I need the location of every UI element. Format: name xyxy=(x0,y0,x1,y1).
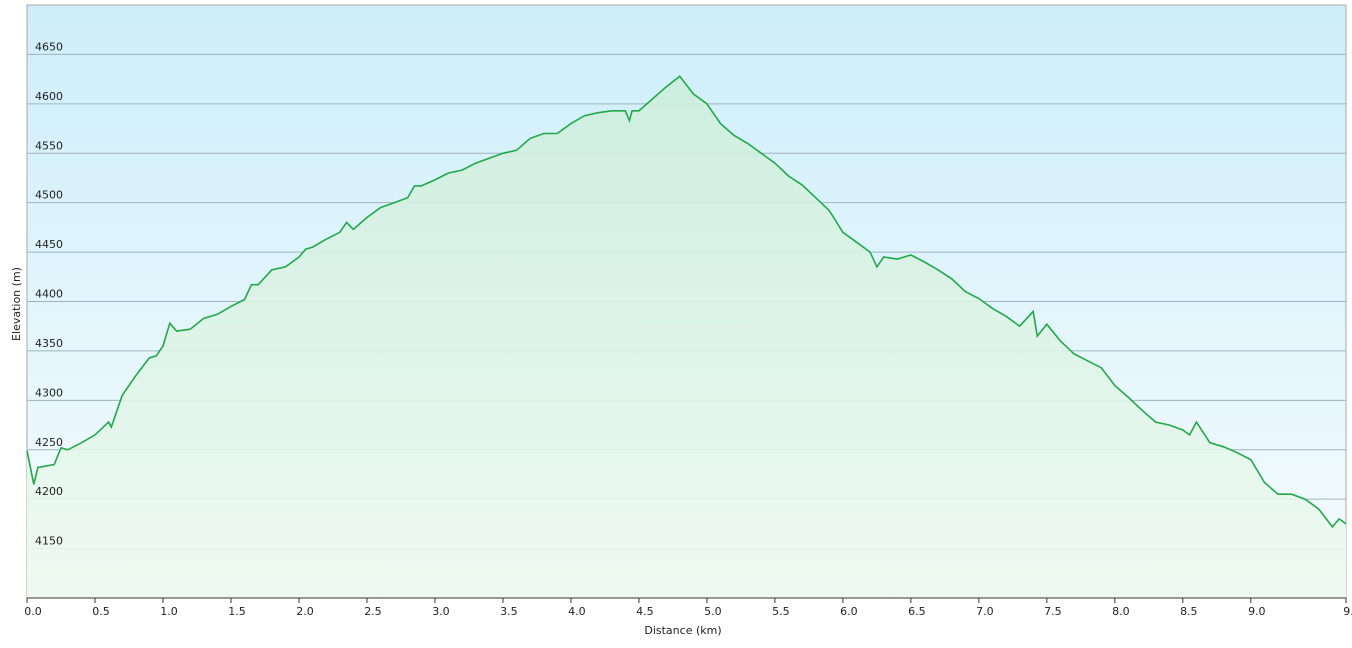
y-tick-label: 4250 xyxy=(35,436,63,449)
y-tick-label: 4150 xyxy=(35,535,63,548)
x-tick-label: 3.0 xyxy=(432,605,450,618)
y-tick-label: 4350 xyxy=(35,337,63,350)
y-tick-label: 4450 xyxy=(35,238,63,251)
x-tick-label: 2.0 xyxy=(296,605,314,618)
x-tick-label: 0.5 xyxy=(92,605,110,618)
x-tick-label: 3.5 xyxy=(500,605,518,618)
x-tick-label: 9.7 xyxy=(1343,605,1352,618)
y-axis-title: Elevation (m) xyxy=(10,267,23,341)
y-tick-label: 4600 xyxy=(35,90,63,103)
x-tick-label: 7.0 xyxy=(976,605,994,618)
x-tick-label: 6.5 xyxy=(908,605,926,618)
x-tick-label: 1.0 xyxy=(160,605,178,618)
x-tick-label: 0.0 xyxy=(24,605,42,618)
y-tick-label: 4500 xyxy=(35,189,63,202)
area-fill xyxy=(27,76,1346,598)
x-tick-label: 6.0 xyxy=(840,605,858,618)
x-axis-title: Distance (km) xyxy=(644,624,721,637)
x-tick-label: 9.0 xyxy=(1248,605,1266,618)
y-tick-label: 4200 xyxy=(35,485,63,498)
x-tick-label: 8.0 xyxy=(1112,605,1130,618)
x-tick-label: 2.5 xyxy=(364,605,382,618)
x-tick-label: 4.5 xyxy=(636,605,654,618)
x-tick-label: 7.5 xyxy=(1044,605,1062,618)
x-tick-label: 1.5 xyxy=(228,605,246,618)
y-tick-label: 4400 xyxy=(35,288,63,301)
x-tick-label: 8.5 xyxy=(1180,605,1198,618)
x-tick-label: 5.5 xyxy=(772,605,790,618)
y-tick-label: 4550 xyxy=(35,139,63,152)
y-tick-label: 4650 xyxy=(35,40,63,53)
x-tick-label: 4.0 xyxy=(568,605,586,618)
elevation-line xyxy=(26,75,1347,529)
x-tick-label: 5.0 xyxy=(704,605,722,618)
y-tick-label: 4300 xyxy=(35,386,63,399)
